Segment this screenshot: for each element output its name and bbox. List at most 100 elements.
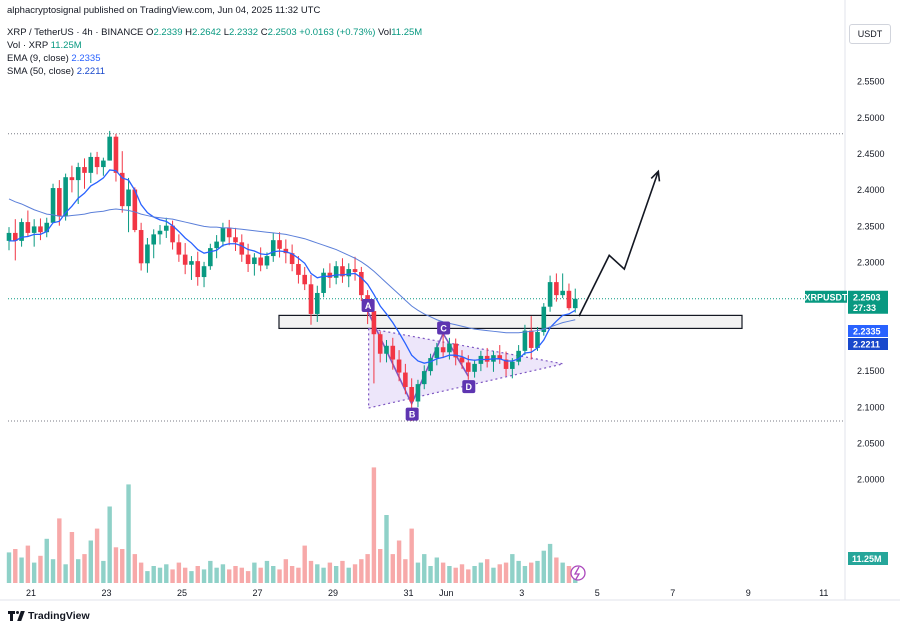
pattern-point-a[interactable]: A	[361, 299, 375, 313]
candle-body[interactable]	[163, 225, 169, 231]
candle-body[interactable]	[113, 136, 119, 173]
candle-body[interactable]	[371, 311, 377, 335]
candle-body[interactable]	[44, 222, 50, 233]
candle-body[interactable]	[484, 355, 490, 362]
candle-body[interactable]	[50, 188, 56, 223]
candle-body[interactable]	[409, 387, 414, 402]
candle-body[interactable]	[157, 230, 163, 235]
symbol-line[interactable]: XRP / TetherUS · 4h · BINANCE	[7, 27, 144, 38]
candle-body[interactable]	[308, 284, 314, 314]
candle-body[interactable]	[88, 156, 94, 173]
lightning-icon[interactable]	[570, 565, 586, 581]
candle-body[interactable]	[12, 232, 18, 241]
candle-body[interactable]	[560, 290, 565, 296]
candle-body[interactable]	[239, 242, 245, 255]
candle-body[interactable]	[75, 167, 81, 181]
candle-body[interactable]	[554, 282, 559, 296]
candle-body[interactable]	[535, 332, 540, 348]
candle-body[interactable]	[182, 254, 188, 265]
candle-body[interactable]	[352, 269, 358, 272]
support-zone-box[interactable]	[278, 314, 743, 330]
candle-body[interactable]	[176, 242, 182, 255]
candle-body[interactable]	[245, 254, 251, 265]
candle-body[interactable]	[541, 306, 547, 333]
candle-body[interactable]	[472, 363, 477, 372]
projection-arrow[interactable]	[578, 171, 660, 317]
candle-body[interactable]	[208, 248, 213, 267]
candle-body[interactable]	[314, 292, 320, 314]
candle-body[interactable]	[138, 230, 144, 264]
candle-body[interactable]	[264, 256, 270, 266]
candle-body[interactable]	[57, 188, 62, 217]
candle-body[interactable]	[346, 269, 352, 277]
candle-body[interactable]	[522, 330, 528, 351]
candle-body[interactable]	[226, 227, 232, 238]
candle-body[interactable]	[220, 227, 226, 242]
pattern-point-b[interactable]: B	[405, 407, 419, 421]
candle-body[interactable]	[415, 384, 421, 402]
candle-body[interactable]	[31, 226, 37, 233]
candle-body[interactable]	[327, 272, 333, 278]
candle-body[interactable]	[151, 234, 157, 245]
candle-body[interactable]	[421, 371, 427, 385]
candle-body[interactable]	[201, 266, 207, 278]
candle-body[interactable]	[94, 156, 100, 168]
candle-body[interactable]	[440, 347, 446, 353]
candle-body[interactable]	[107, 136, 112, 161]
candle-body[interactable]	[302, 274, 308, 285]
candle-body[interactable]	[503, 359, 509, 369]
candle-body[interactable]	[566, 290, 572, 309]
candle-body[interactable]	[340, 266, 345, 277]
candle-body[interactable]	[19, 222, 24, 241]
candle-body[interactable]	[132, 189, 138, 231]
candle-body[interactable]	[289, 253, 295, 265]
pattern-point-d[interactable]: D	[462, 380, 476, 394]
candle-body[interactable]	[277, 240, 282, 249]
candle-body[interactable]	[195, 261, 201, 278]
candle-body[interactable]	[119, 172, 125, 207]
candle-body[interactable]	[233, 237, 238, 243]
candle-body[interactable]	[296, 264, 301, 275]
candle-body[interactable]	[6, 232, 12, 241]
candle-body[interactable]	[214, 241, 219, 249]
candle-body[interactable]	[403, 372, 408, 388]
currency-button[interactable]: USDT	[849, 24, 891, 44]
candle-body[interactable]	[465, 362, 471, 372]
candle-body[interactable]	[396, 359, 402, 373]
triangle-lower-edge[interactable]	[368, 363, 564, 409]
candle-body[interactable]	[258, 257, 263, 266]
candle-body[interactable]	[390, 345, 396, 360]
sma-50-line[interactable]	[8, 198, 576, 334]
candle-body[interactable]	[321, 272, 326, 293]
candle-body[interactable]	[547, 282, 553, 307]
volume-tag[interactable]: 11.25M	[848, 552, 888, 565]
candle-body[interactable]	[145, 244, 150, 264]
candle-body[interactable]	[25, 222, 31, 233]
candle-body[interactable]	[38, 226, 43, 233]
candle-body[interactable]	[270, 240, 276, 257]
candle-body[interactable]	[170, 225, 175, 243]
candle-body[interactable]	[359, 271, 364, 296]
ema-legend[interactable]: EMA (9, close) 2.2335	[7, 52, 100, 65]
candle-body[interactable]	[434, 347, 440, 359]
candle-body[interactable]	[516, 350, 521, 362]
candle-body[interactable]	[497, 355, 503, 360]
volume-indicator-legend[interactable]: Vol · XRP 11.25M	[7, 39, 82, 52]
candle-body[interactable]	[510, 361, 515, 369]
sma-legend[interactable]: SMA (50, close) 2.2211	[7, 65, 105, 78]
candle-body[interactable]	[377, 334, 383, 354]
candle-body[interactable]	[459, 357, 465, 363]
candle-body[interactable]	[63, 177, 68, 217]
candle-body[interactable]	[252, 257, 257, 265]
pattern-point-c[interactable]: C	[437, 321, 451, 335]
candle-body[interactable]	[384, 345, 389, 354]
candle-body[interactable]	[283, 248, 289, 254]
tradingview-logo[interactable]: TradingView	[8, 610, 90, 622]
candle-body[interactable]	[82, 167, 87, 173]
candle-body[interactable]	[126, 189, 131, 207]
candle-body[interactable]	[428, 358, 433, 372]
candle-body[interactable]	[333, 266, 339, 278]
candle-body[interactable]	[189, 261, 194, 265]
